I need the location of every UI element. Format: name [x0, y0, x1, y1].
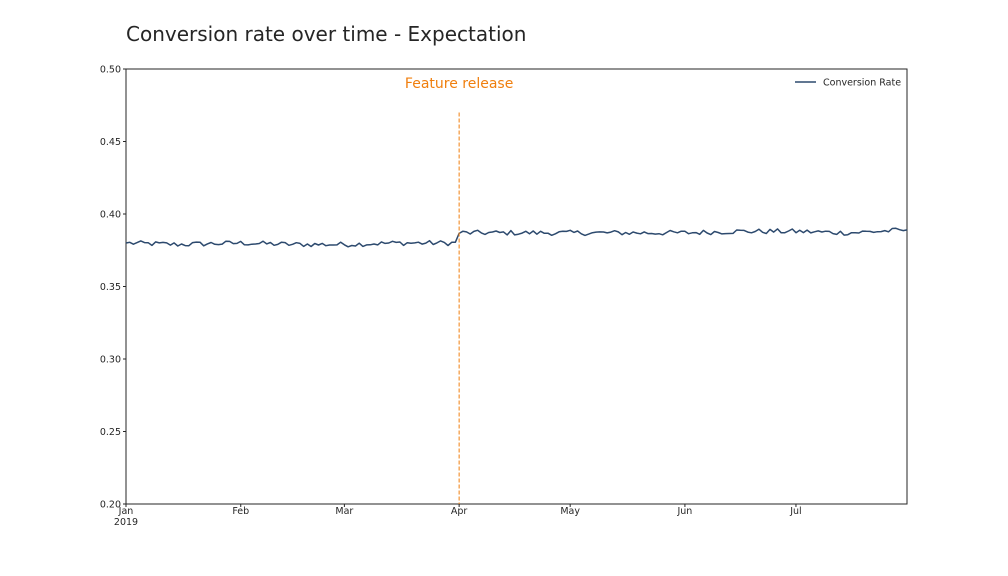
y-tick-label: 0.35 [100, 282, 121, 293]
x-tick-label: Apr [451, 506, 468, 517]
x-tick-sublabel: 2019 [114, 517, 138, 528]
y-tick-label: 0.30 [100, 355, 121, 366]
y-tick-label: 0.45 [100, 137, 121, 148]
legend-label: Conversion Rate [823, 78, 901, 89]
plot-area [125, 68, 908, 505]
x-tick-label: Feb [232, 506, 249, 517]
feature-release-label: Feature release [405, 76, 513, 92]
y-axis: 0.20 0.25 0.30 0.35 0.40 0.45 0.50 [100, 65, 126, 511]
x-tick-label: Jul [789, 506, 801, 517]
plot-frame [125, 68, 908, 505]
annotation-layer: Feature release [405, 76, 513, 504]
x-tick-label: May [560, 506, 580, 517]
x-tick-label: Mar [335, 506, 353, 517]
x-tick-label: Jun [676, 506, 692, 517]
y-tick-label: 0.25 [100, 427, 121, 438]
series-layer [125, 227, 908, 248]
y-tick-label: 0.20 [100, 500, 121, 511]
y-tick-label: 0.50 [100, 65, 121, 76]
legend[interactable]: Conversion Rate [795, 78, 901, 89]
series-line-conversion-rate [125, 227, 908, 248]
x-tick-label: Jan [118, 506, 134, 517]
chart-title: Conversion rate over time - Expectation [126, 22, 526, 46]
y-tick-label: 0.40 [100, 210, 121, 221]
